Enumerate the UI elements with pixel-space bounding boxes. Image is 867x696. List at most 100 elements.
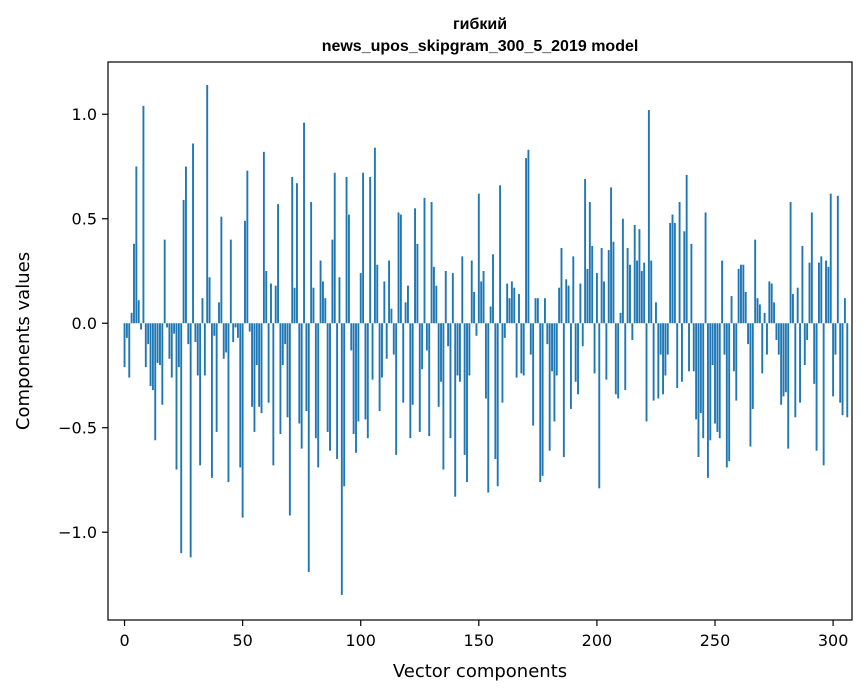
y-tick-label: 1.0	[72, 105, 97, 124]
bar	[447, 323, 450, 347]
bar	[796, 287, 799, 324]
bar	[820, 256, 823, 324]
bar	[784, 323, 787, 393]
bar	[423, 197, 426, 324]
bar	[744, 291, 747, 324]
bar	[300, 323, 303, 449]
bar	[607, 250, 610, 324]
bar	[551, 323, 553, 372]
bar	[617, 323, 620, 399]
bar	[293, 287, 296, 324]
bar	[832, 323, 835, 397]
bar	[527, 149, 530, 324]
bar	[803, 323, 806, 366]
bar	[825, 260, 827, 324]
bar	[125, 323, 128, 338]
bar	[728, 323, 731, 462]
bar	[841, 323, 844, 416]
bar	[437, 323, 440, 407]
bar	[773, 302, 775, 324]
x-tick-label: 0	[119, 631, 129, 650]
bar	[631, 323, 634, 340]
bar	[425, 323, 428, 351]
bar	[496, 323, 499, 487]
bar	[621, 218, 624, 324]
bar	[312, 287, 315, 324]
bar	[236, 323, 239, 338]
bar	[577, 323, 579, 395]
bar	[319, 260, 322, 324]
y-axis-label: Components values	[13, 252, 34, 430]
bar	[234, 323, 237, 328]
bar	[730, 296, 733, 324]
bar	[834, 323, 837, 355]
bar	[810, 212, 813, 324]
bar	[463, 323, 466, 455]
bar	[484, 323, 487, 399]
bar	[614, 323, 617, 395]
bar	[385, 323, 388, 359]
bar	[279, 323, 282, 434]
bar	[584, 179, 587, 324]
bar	[518, 293, 520, 324]
bar	[588, 202, 591, 324]
bar	[451, 273, 454, 324]
bar	[666, 323, 669, 355]
bar	[558, 287, 561, 324]
bar	[177, 323, 180, 368]
bar	[203, 323, 206, 376]
bar	[404, 302, 407, 324]
bar	[151, 323, 154, 391]
bar	[732, 323, 735, 372]
bar	[255, 323, 258, 366]
bar	[647, 110, 650, 324]
bar	[246, 170, 249, 324]
bar	[454, 323, 457, 497]
bar	[206, 84, 209, 324]
bar	[208, 277, 211, 324]
bar	[541, 323, 544, 476]
bar	[340, 323, 343, 595]
bar	[376, 264, 379, 324]
bar	[262, 151, 265, 324]
bar	[210, 323, 213, 478]
x-tick-label: 150	[464, 631, 495, 650]
bar	[182, 199, 185, 324]
bar	[525, 158, 527, 324]
bar	[659, 323, 662, 355]
bar	[218, 302, 220, 324]
y-tick-label: −0.5	[58, 419, 97, 438]
bar	[123, 323, 126, 368]
bar	[489, 306, 492, 324]
bar	[747, 323, 750, 345]
bar	[147, 323, 150, 345]
bar	[399, 214, 402, 324]
bar	[782, 323, 785, 397]
bar	[671, 214, 674, 324]
bar	[716, 323, 719, 432]
bar	[662, 323, 664, 395]
bar	[603, 281, 605, 324]
bar	[520, 323, 523, 374]
bar	[267, 323, 270, 403]
bar	[756, 298, 759, 324]
bar	[633, 225, 636, 324]
bar	[251, 323, 254, 407]
bar	[515, 323, 518, 378]
bar	[758, 304, 761, 324]
bar	[761, 323, 764, 374]
bar	[657, 323, 660, 399]
bar	[740, 264, 742, 324]
bar	[281, 323, 284, 366]
y-tick-label: 0.5	[72, 210, 97, 229]
bar	[416, 243, 419, 324]
bar	[274, 285, 277, 324]
bar	[225, 323, 228, 353]
bar	[345, 176, 348, 324]
bar	[506, 283, 509, 324]
bar	[373, 147, 376, 324]
bar	[144, 323, 147, 368]
bar	[801, 245, 804, 324]
bar	[768, 281, 771, 324]
